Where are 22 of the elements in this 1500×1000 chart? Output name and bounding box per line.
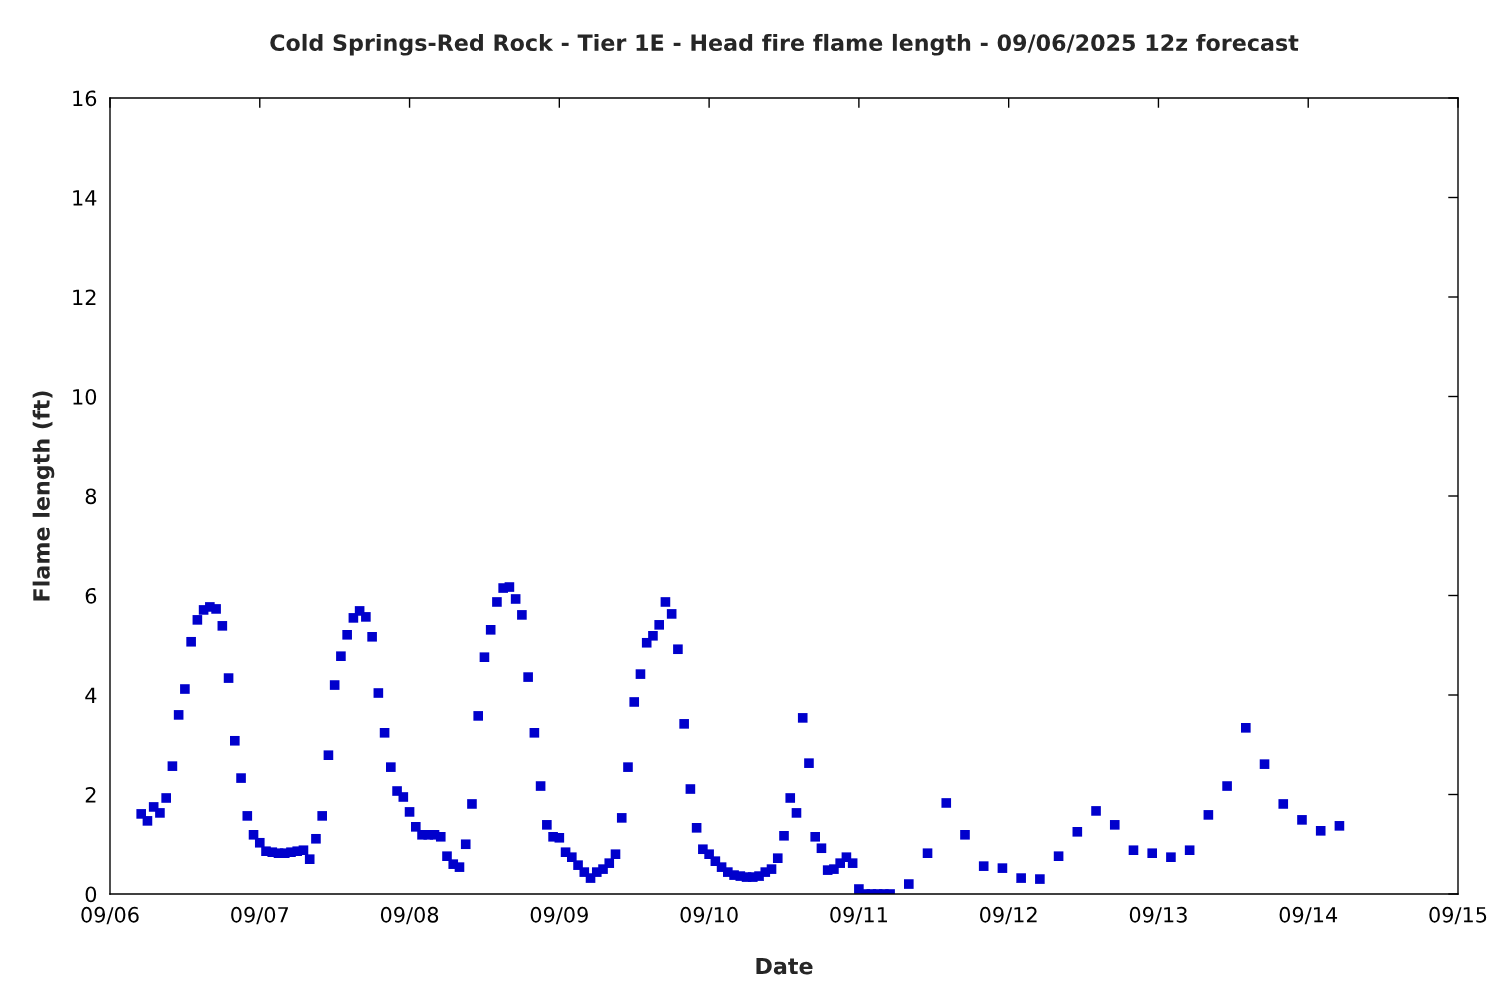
y-tick-label: 10 (73, 388, 97, 405)
x-tick-label: 09/10 (680, 906, 738, 925)
y-tick-label: 2 (85, 786, 96, 803)
y-tick-label: 4 (85, 687, 97, 703)
x-tick-label: 09/07 (231, 906, 289, 925)
y-tick-label: 6 (85, 587, 97, 604)
x-axis-title: Date (756, 957, 813, 975)
x-tick-label: 09/14 (1279, 906, 1338, 925)
y-tick-label: 8 (85, 488, 97, 505)
x-tick-label: 09/08 (380, 906, 439, 925)
x-tick-label: 09/06 (81, 906, 139, 925)
y-tick-label: 14 (73, 190, 97, 206)
y-tick-label: 12 (73, 289, 96, 305)
x-tick-label: 09/09 (530, 906, 588, 925)
x-tick-label: 09/13 (1129, 906, 1187, 925)
y-tick-label: 16 (73, 90, 97, 107)
x-tick-label: 09/11 (830, 906, 887, 925)
chart-title: Cold Springs-Red Rock - Tier 1E - Head fire flame length - 09/06/2025 12z forecast (270, 33, 1299, 56)
y-axis-title: Flame length (ft) (32, 391, 55, 601)
x-tick-label: 09/12 (980, 906, 1037, 925)
x-tick-label: 09/15 (1429, 906, 1487, 925)
y-tick-label: 0 (85, 886, 97, 903)
